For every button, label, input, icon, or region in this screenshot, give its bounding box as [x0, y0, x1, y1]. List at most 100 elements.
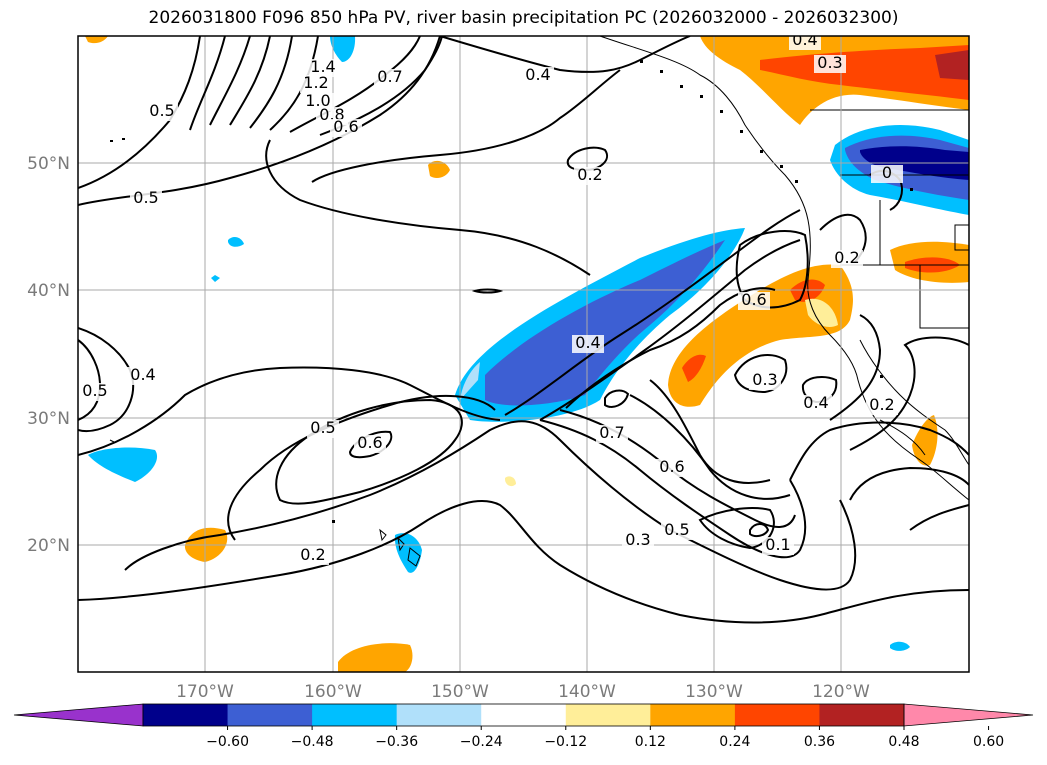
contour-label: 0.4: [789, 30, 821, 50]
colorbar-tick-label: 0.60: [973, 734, 1004, 750]
contour-label: 0.7: [374, 67, 406, 87]
contour-label: 0.4: [127, 365, 159, 385]
colorbar-tick-label: 0.12: [635, 734, 666, 750]
colorbar-tick-label: 0.36: [804, 734, 835, 750]
colorbar-tick-label: −0.24: [460, 734, 503, 750]
contour-label-text: 0.3: [817, 53, 842, 72]
contour-label: 0.3: [814, 53, 846, 73]
contour-label-text: 0.2: [869, 395, 894, 414]
contour-label-text: 0: [882, 163, 892, 182]
colorbar-tick-label: 0.48: [888, 734, 919, 750]
contour-label: 0.5: [79, 381, 111, 401]
contour-label-text: 0.5: [149, 101, 174, 120]
contour-label-text: 0.7: [377, 67, 402, 86]
colorbar-extend-low: [13, 703, 144, 727]
lon-label: 140°W: [558, 682, 616, 702]
contour-label: 0.2: [574, 165, 606, 185]
colorbar-tick-label: −0.48: [291, 734, 334, 750]
contour-label-text: 1.0: [305, 91, 330, 110]
lon-label: 170°W: [176, 682, 234, 702]
contour-label-text: 0.5: [664, 520, 689, 539]
contour-label-text: 0.4: [792, 30, 817, 49]
colorbar-tick-labels: −0.60 −0.48 −0.36 −0.24 −0.12 0.12 0.24 0.36 0.4…: [206, 726, 1004, 750]
contour-label: 0.2: [866, 395, 898, 415]
contour-label: 0.6: [656, 457, 688, 477]
contour-label-text: 0.6: [659, 457, 684, 476]
graticule: [78, 36, 969, 672]
contour-label-text: 0.5: [133, 188, 158, 207]
contour-label: 1.0: [302, 91, 334, 111]
contour-label-text: 0.3: [752, 370, 777, 389]
contour-label: 0.4: [800, 393, 832, 413]
longitude-labels: 170°W 160°W 150°W 140°W 130°W 120°W: [176, 682, 870, 702]
contour-label: 0.4: [522, 65, 554, 85]
contour-label: 0.3: [622, 530, 654, 550]
contour-label-text: 0.3: [625, 530, 650, 549]
contour-label: 0.5: [146, 101, 178, 121]
contour-label: 0.3: [749, 370, 781, 390]
contour-label: 0.2: [831, 248, 863, 268]
contour-label-text: 0.5: [82, 381, 107, 400]
contour-label-text: 0.4: [130, 365, 155, 384]
contour-label-text: 1.2: [303, 73, 328, 92]
lon-label: 150°W: [431, 682, 489, 702]
negative-band-inner: [485, 240, 725, 406]
contour-label-text: 0.2: [300, 545, 325, 564]
contour-label: 0.7: [596, 423, 628, 443]
colorbar-swatch: [227, 704, 313, 726]
contour-label: 0: [871, 163, 903, 183]
lon-label: 130°W: [685, 682, 743, 702]
colorbar: [13, 703, 1034, 727]
contour-label: 0.5: [307, 418, 339, 438]
colorbar-tick-label: −0.12: [544, 734, 587, 750]
contour-label-text: 0.4: [803, 393, 828, 412]
colorbar-swatch: [396, 704, 482, 726]
contour-label: 1.4: [307, 57, 339, 77]
colorbar-swatch: [312, 704, 398, 726]
contour-label-text: 0.2: [834, 248, 859, 267]
contour-label: 0.5: [661, 520, 693, 540]
lat-label: 50°N: [27, 154, 70, 174]
contour-label-text: 0.4: [525, 65, 550, 84]
contour-label-text: 0.6: [333, 117, 358, 136]
contour-label: 0.5: [130, 188, 162, 208]
contour-label: 0.2: [297, 545, 329, 565]
contour-label-text: 0.1: [765, 535, 790, 554]
lon-label: 120°W: [812, 682, 870, 702]
contour-label: 0.4: [572, 333, 604, 353]
contour-label: 0.6: [354, 433, 386, 453]
map-border: [77, 35, 970, 673]
contour-label-text: 0.7: [599, 423, 624, 442]
map-title: 2026031800 F096 850 hPa PV, river basin …: [148, 8, 899, 28]
lon-label: 160°W: [304, 682, 362, 702]
colorbar-tick-label: 0.24: [719, 734, 750, 750]
colorbar-extend-high: [903, 703, 1034, 727]
contour-label-text: 0.5: [310, 418, 335, 437]
colorbar-tick-label: −0.36: [375, 734, 418, 750]
lat-label: 20°N: [27, 536, 70, 556]
contour-label: 0.6: [330, 117, 362, 137]
colorbar-outline: [142, 703, 905, 727]
contour-label: 1.2: [300, 73, 332, 93]
colorbar-swatch: [565, 704, 651, 726]
island-marks: [110, 60, 913, 523]
map-panel: 1.41.21.00.80.60.7 0.40.40.30.50.50.20.50…: [78, 30, 969, 672]
contour-label-text: 0.2: [577, 165, 602, 184]
lat-label: 30°N: [27, 409, 70, 429]
colorbar-swatch: [481, 704, 567, 726]
contour-label: 0.1: [762, 535, 794, 555]
lat-label: 40°N: [27, 281, 70, 301]
contour-label-text: 0.4: [575, 333, 600, 352]
colorbar-swatch: [143, 704, 229, 726]
contour-label-text: 0.6: [741, 290, 766, 309]
colorbar-swatch: [819, 704, 905, 726]
latitude-labels: 50°N 40°N 30°N 20°N: [27, 154, 70, 556]
contour-label: 0.6: [738, 290, 770, 310]
colorbar-tick-label: −0.60: [206, 734, 249, 750]
contour-label-text: 0.6: [357, 433, 382, 452]
colorbar-swatch: [650, 704, 736, 726]
contour-labels: 1.41.21.00.80.60.7 0.40.40.30.50.50.20.50…: [79, 30, 903, 565]
contour-label-text: 1.4: [310, 57, 335, 76]
colorbar-swatch: [734, 704, 820, 726]
